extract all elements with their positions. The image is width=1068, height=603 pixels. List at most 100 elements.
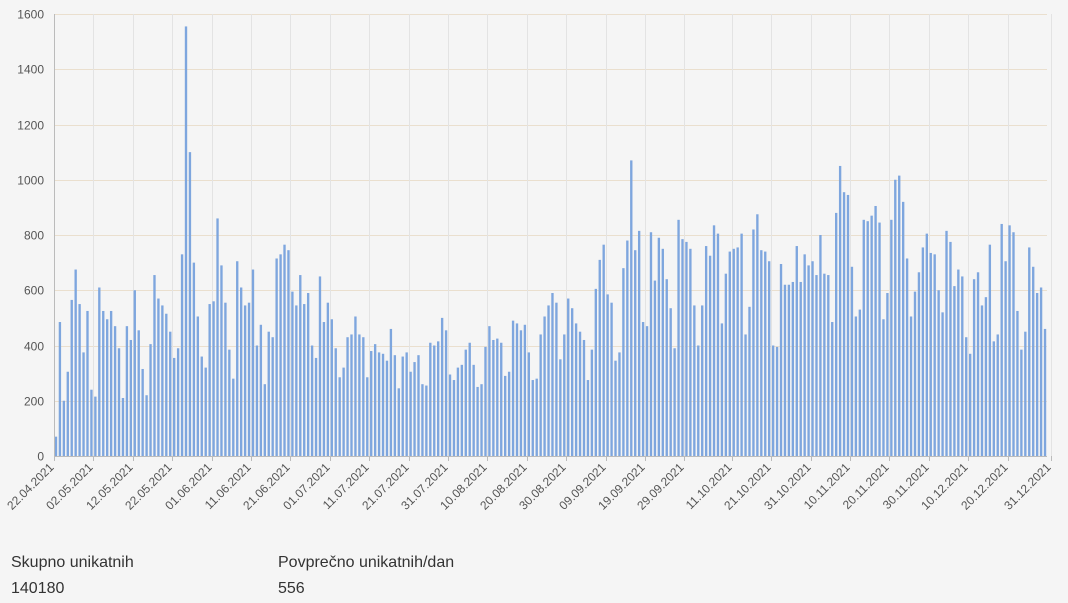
bar bbox=[263, 384, 266, 456]
bar bbox=[188, 152, 192, 457]
bar bbox=[775, 346, 779, 456]
bar bbox=[232, 378, 235, 456]
bar bbox=[54, 436, 58, 456]
bar bbox=[153, 275, 156, 456]
bar bbox=[1000, 223, 1003, 456]
bar bbox=[901, 201, 905, 456]
bar bbox=[854, 316, 858, 456]
bar bbox=[90, 389, 93, 456]
bar bbox=[937, 290, 940, 456]
bar bbox=[247, 302, 251, 456]
bar bbox=[433, 345, 436, 456]
bar bbox=[429, 342, 432, 456]
bar bbox=[980, 305, 984, 456]
bar bbox=[677, 219, 680, 456]
unique-visitors-bar-chart: 0200400600800100012001400160022.04.20210… bbox=[4, 8, 1054, 513]
bar bbox=[724, 273, 728, 456]
bar bbox=[858, 309, 862, 456]
bar bbox=[697, 345, 700, 456]
bar bbox=[547, 305, 550, 456]
bar bbox=[590, 349, 594, 456]
total-unique-value: 140180 bbox=[11, 580, 65, 597]
bar bbox=[1020, 349, 1023, 456]
bar bbox=[196, 316, 200, 456]
bar bbox=[988, 244, 992, 456]
bar bbox=[161, 305, 164, 456]
bar bbox=[586, 380, 590, 456]
bar bbox=[299, 275, 302, 456]
bar bbox=[712, 225, 716, 456]
bar bbox=[835, 212, 838, 456]
y-tick-label: 1000 bbox=[17, 174, 44, 188]
bar bbox=[760, 250, 763, 456]
bar bbox=[610, 302, 613, 456]
bar bbox=[898, 175, 901, 457]
bar bbox=[890, 219, 893, 456]
bar bbox=[354, 316, 357, 456]
bar bbox=[768, 261, 771, 456]
bar bbox=[708, 255, 712, 456]
bar bbox=[472, 364, 475, 456]
bar bbox=[255, 345, 259, 456]
bar bbox=[437, 341, 440, 456]
bar bbox=[701, 305, 704, 456]
bar bbox=[452, 380, 456, 456]
bar bbox=[850, 266, 854, 456]
bar bbox=[342, 367, 345, 456]
bar bbox=[811, 261, 814, 456]
bar bbox=[295, 305, 298, 456]
bar bbox=[500, 342, 503, 456]
bar bbox=[62, 400, 66, 456]
bar bbox=[823, 273, 826, 456]
bar bbox=[894, 179, 897, 456]
bar bbox=[413, 362, 416, 456]
bar bbox=[228, 349, 231, 456]
bar bbox=[165, 313, 168, 456]
bar bbox=[287, 250, 290, 456]
bar bbox=[1032, 266, 1035, 456]
bar bbox=[783, 284, 787, 456]
bar bbox=[957, 269, 960, 456]
bar bbox=[137, 330, 140, 456]
avg-unique-stat: Povprečno unikatnih/dan 556 bbox=[278, 553, 454, 599]
bar bbox=[184, 26, 188, 457]
bar bbox=[306, 293, 310, 456]
bar bbox=[267, 331, 270, 456]
bar bbox=[693, 305, 696, 456]
bar bbox=[594, 288, 597, 456]
bar bbox=[720, 323, 724, 456]
bar bbox=[109, 310, 113, 456]
bar bbox=[350, 334, 353, 456]
bar bbox=[665, 279, 668, 456]
bar bbox=[1004, 261, 1007, 456]
bar bbox=[992, 341, 995, 456]
bar bbox=[239, 287, 243, 456]
bar bbox=[125, 326, 129, 456]
bar bbox=[653, 280, 657, 456]
bar bbox=[511, 320, 515, 456]
bar bbox=[578, 331, 582, 456]
bar bbox=[283, 244, 286, 456]
bar bbox=[921, 247, 925, 456]
bar bbox=[259, 324, 263, 456]
bar bbox=[440, 317, 444, 457]
bar bbox=[704, 246, 708, 456]
bar bbox=[176, 348, 180, 456]
bar bbox=[570, 308, 574, 456]
bar bbox=[764, 251, 767, 456]
bar bbox=[602, 244, 605, 456]
bar bbox=[385, 360, 389, 456]
bar bbox=[381, 353, 385, 456]
bar bbox=[630, 160, 633, 456]
bar bbox=[346, 337, 349, 456]
bar bbox=[641, 322, 645, 456]
bar bbox=[929, 252, 932, 456]
bar bbox=[113, 326, 117, 456]
bar bbox=[740, 233, 743, 456]
bar bbox=[145, 395, 148, 456]
bar bbox=[838, 165, 842, 456]
bar bbox=[334, 348, 337, 456]
bar bbox=[807, 265, 810, 456]
bar bbox=[102, 310, 105, 456]
bar bbox=[204, 367, 207, 456]
